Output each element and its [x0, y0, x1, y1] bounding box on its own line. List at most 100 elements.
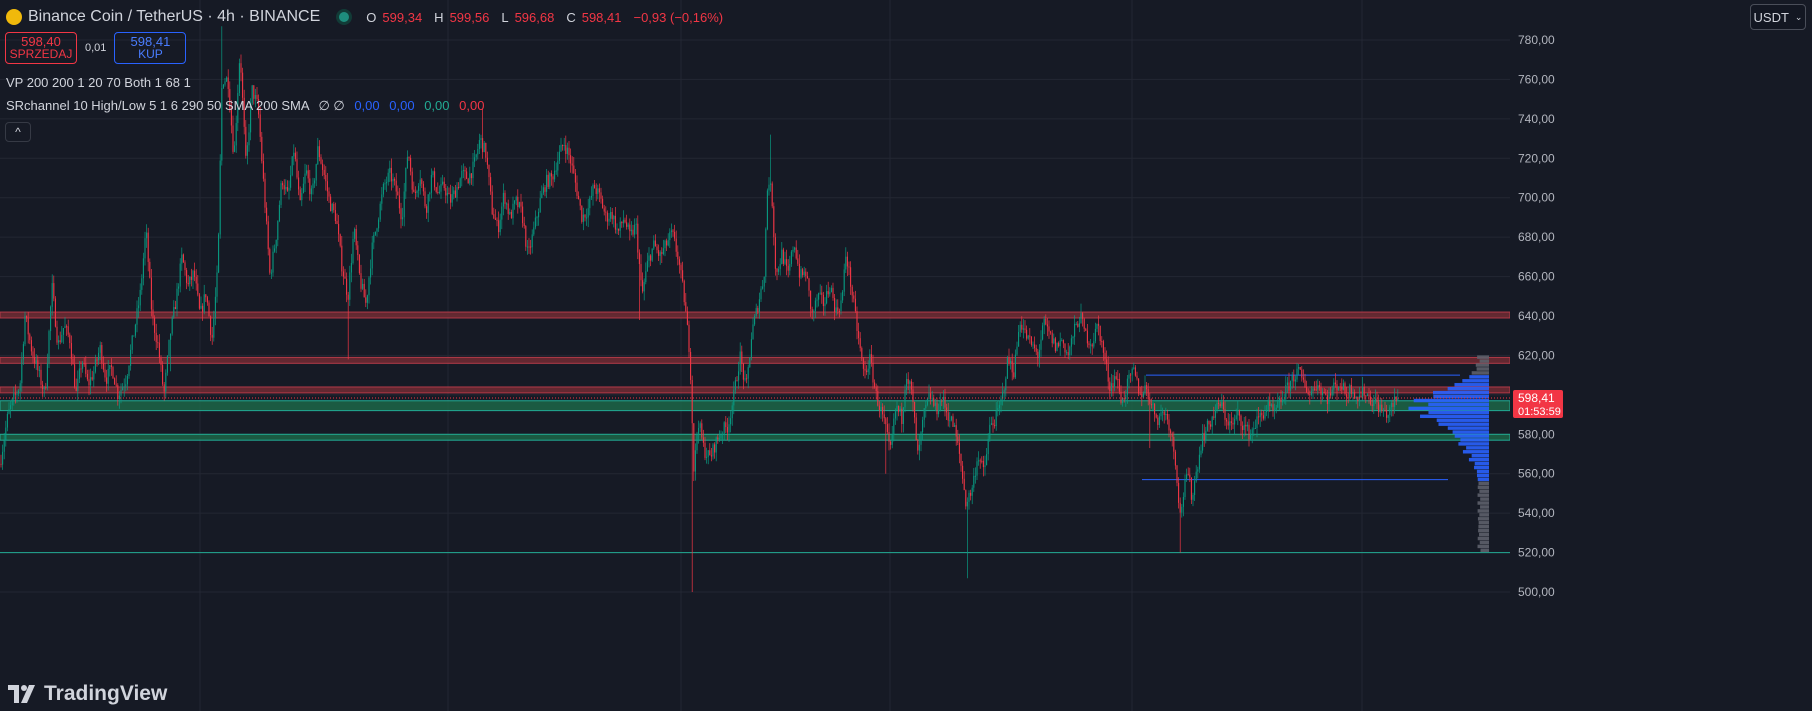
- candle-662: [1059, 332, 1061, 356]
- candle-43: [69, 332, 71, 349]
- candle-176: [282, 181, 284, 190]
- candle-36: [58, 335, 60, 350]
- candle-681: [1090, 339, 1092, 354]
- high-value: 599,56: [449, 9, 490, 25]
- candle-658: [1053, 333, 1055, 345]
- candle-52: [83, 357, 85, 367]
- candle-366: [586, 208, 588, 226]
- candle-766: [1226, 418, 1228, 430]
- indicator-srchannel[interactable]: SRchannel 10 High/Low 5 1 6 290 50 SMA 2…: [6, 98, 484, 114]
- volume-profile-bin-3: [1477, 536, 1489, 541]
- candle-499: [798, 254, 800, 287]
- candle-48: [77, 370, 79, 401]
- candle-447: [715, 436, 717, 462]
- candle-262: [419, 170, 421, 195]
- candle-502: [803, 266, 805, 278]
- candle-46: [74, 355, 76, 389]
- candle-363: [581, 205, 583, 224]
- candle-170: [272, 245, 274, 277]
- candle-316: [506, 202, 508, 210]
- candle-141: [226, 76, 228, 82]
- volume-profile-bin-28: [1460, 438, 1489, 442]
- volume-profile-bin-26: [1466, 446, 1489, 450]
- candle-769: [1230, 412, 1232, 431]
- candle-149: [238, 58, 240, 97]
- indicator-vp[interactable]: VP 200 200 1 20 70 Both 1 68 1: [6, 75, 191, 90]
- candle-370: [592, 183, 594, 206]
- volume-profile-bin-45: [1471, 371, 1489, 375]
- candle-685: [1096, 323, 1098, 333]
- candle-284: [454, 184, 456, 198]
- sell-button[interactable]: 598,40 SPRZEDAJ: [5, 32, 77, 64]
- candle-598: [957, 429, 959, 446]
- candle-697: [1115, 372, 1117, 381]
- candle-605: [968, 490, 970, 510]
- candle-444: [710, 447, 712, 462]
- candle-471: [754, 313, 756, 327]
- candle-275: [440, 177, 442, 199]
- candle-300: [480, 134, 482, 149]
- candle-752: [1203, 424, 1205, 447]
- candle-137: [219, 154, 221, 239]
- candle-645: [1032, 341, 1034, 349]
- candle-652: [1043, 316, 1045, 335]
- candle-40: [64, 317, 66, 329]
- candle-776: [1242, 421, 1244, 440]
- candle-74: [118, 391, 120, 409]
- candle-754: [1206, 418, 1208, 432]
- candle-367: [587, 198, 589, 228]
- candle-92: [147, 227, 149, 272]
- candle-448: [717, 434, 719, 444]
- candle-124: [198, 292, 200, 310]
- buy-label: KUP: [138, 47, 163, 61]
- candle-301: [482, 109, 484, 159]
- candle-732: [1171, 431, 1173, 447]
- currency-button[interactable]: USDT ⌄: [1750, 4, 1806, 30]
- candle-675: [1080, 303, 1082, 324]
- collapse-indicators-button[interactable]: ^: [5, 122, 31, 142]
- candle-254: [406, 150, 408, 169]
- tradingview-icon: [8, 685, 35, 703]
- candle-380: [608, 212, 610, 226]
- candle-385: [616, 223, 618, 235]
- volume-profile-bin-25: [1462, 450, 1489, 454]
- candle-193: [309, 169, 311, 201]
- candle-305: [488, 164, 490, 186]
- volume-profile-bin-20: [1476, 469, 1489, 474]
- candle-665: [1064, 343, 1066, 359]
- candle-232: [371, 235, 373, 276]
- candle-38: [61, 326, 63, 344]
- buy-button[interactable]: 598,41 KUP: [114, 32, 187, 64]
- candle-669: [1070, 334, 1072, 356]
- candle-166: [266, 202, 268, 225]
- symbol-title[interactable]: Binance Coin / TetherUS · 4h · BINANCE: [28, 8, 321, 25]
- candle-414: [662, 239, 664, 256]
- candle-34: [54, 296, 56, 328]
- candle-575: [920, 430, 922, 452]
- volume-profile-bin-18: [1477, 477, 1489, 482]
- candle-362: [579, 198, 581, 211]
- candle-231: [370, 259, 372, 285]
- candle-519: [830, 285, 832, 293]
- candle-206: [330, 193, 332, 212]
- candle-340: [544, 185, 546, 197]
- market-status-icon[interactable]: [336, 9, 353, 25]
- candle-287: [459, 177, 461, 188]
- tradingview-logo[interactable]: TradingView: [8, 682, 167, 706]
- candle-127: [203, 284, 205, 315]
- candle-218: [349, 265, 351, 306]
- price-tick-label-7: 640,00: [1518, 309, 1555, 323]
- candle-578: [925, 400, 927, 418]
- candle-581: [930, 386, 932, 405]
- brand-name: TradingView: [44, 682, 168, 705]
- candle-840: [1344, 381, 1346, 396]
- candle-742: [1187, 467, 1189, 476]
- support-zone-0: [0, 400, 1511, 412]
- resistance-zone-2: [0, 386, 1511, 394]
- candle-660: [1056, 342, 1058, 352]
- candle-845: [1352, 388, 1354, 402]
- candle-780: [1248, 419, 1250, 447]
- candle-196: [314, 178, 316, 188]
- binance-coin-icon: [6, 9, 22, 25]
